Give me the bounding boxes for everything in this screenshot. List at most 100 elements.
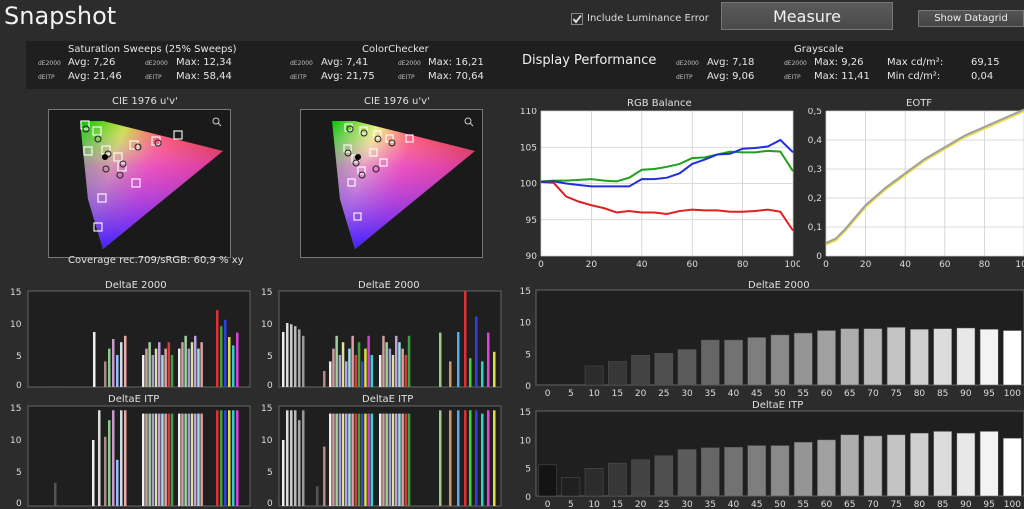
y-tick-label: 10: [520, 319, 532, 329]
error-bar: [385, 413, 388, 506]
svg-text:10: 10: [261, 320, 273, 330]
grayscale-bar: [1003, 330, 1022, 386]
grayscale-bar: [654, 455, 674, 497]
measure-button[interactable]: Measure: [721, 2, 893, 30]
deitp-label: dEITP: [145, 74, 162, 81]
error-bar: [449, 410, 452, 506]
luminance-error-label[interactable]: Include Luminance Error: [587, 13, 709, 24]
error-bar: [401, 413, 404, 506]
error-bar: [395, 335, 398, 387]
luminance-error-checkbox[interactable]: [571, 13, 583, 25]
error-bar: [151, 355, 155, 387]
error-bar: [124, 410, 127, 506]
x-tick-label: 95: [983, 500, 994, 509]
grayscale-bar: [863, 435, 883, 497]
x-tick-label: 15: [612, 389, 623, 399]
error-bar: [357, 413, 361, 506]
error-bar: [348, 348, 351, 387]
y-tick-label: 0: [816, 252, 822, 262]
error-bar: [154, 348, 158, 387]
error-bar: [329, 361, 332, 387]
error-bar: [391, 413, 395, 506]
error-bar: [481, 413, 484, 506]
error-bar: [145, 348, 148, 387]
x-tick-label: 5: [568, 389, 574, 399]
grayscale-itp-chart: 0 5 10 15 0 5 10 15 20 25 30 35 40 45 50 55 60 65 70 75 80 85…: [520, 408, 1024, 509]
error-bar: [370, 413, 374, 506]
y-tick-label: 95: [526, 216, 537, 226]
error-bar: [286, 323, 289, 387]
series-line: [825, 109, 1024, 246]
grayscale-itp-title: DeltaE ITP: [752, 400, 804, 411]
y-tick-label: 105: [520, 143, 537, 153]
x-tick-label: 15: [612, 500, 623, 509]
error-bar: [124, 335, 127, 387]
grayscale-bar: [584, 365, 604, 386]
x-tick-label: 25: [658, 389, 669, 399]
grayscale-bar: [677, 449, 697, 497]
grayscale-bar: [770, 334, 790, 386]
grayscale-bar: [793, 332, 813, 386]
svg-text:15: 15: [10, 288, 21, 298]
error-bar: [439, 332, 442, 387]
x-tick-label: 40: [899, 260, 911, 270]
y-tick-label: 0,2: [808, 194, 822, 204]
error-bar: [104, 436, 107, 506]
error-bar: [407, 335, 411, 387]
error-bar: [367, 413, 370, 506]
error-bar: [439, 410, 442, 506]
error-bar: [469, 410, 472, 506]
x-tick-label: 20: [635, 500, 647, 509]
y-tick-label: 5: [525, 350, 531, 360]
error-bar: [475, 316, 478, 387]
svg-text:10: 10: [10, 320, 22, 330]
check-icon: [572, 14, 582, 24]
colorchecker-deitp-max: Max: 70,64: [428, 71, 484, 82]
colorchecker-de2000-chart: 15 10 5 0: [261, 288, 502, 391]
error-bar: [385, 342, 388, 387]
zoom-icon: [212, 117, 220, 125]
error-bar: [93, 331, 96, 387]
show-datagrid-button[interactable]: Show Datagrid: [918, 10, 1024, 27]
x-tick-label: 30: [681, 500, 693, 509]
white-point: [102, 154, 108, 160]
svg-text:10: 10: [10, 436, 22, 446]
error-bar: [370, 355, 374, 387]
series-line: [540, 181, 794, 232]
cie-left-title: CIE 1976 u'v': [112, 96, 178, 107]
deitp-label: dEITP: [784, 74, 801, 81]
x-tick-label: 25: [658, 500, 669, 509]
error-bar: [220, 410, 223, 506]
measured-points: [344, 125, 396, 179]
error-bar: [282, 440, 285, 506]
x-tick-label: 65: [844, 389, 855, 399]
x-tick-label: 55: [798, 389, 809, 399]
error-bar: [148, 342, 151, 387]
colorchecker-itp-title: DeltaE ITP: [362, 394, 414, 405]
error-bar: [154, 413, 158, 506]
grayscale-bar: [793, 441, 813, 497]
x-tick-label: 0: [545, 500, 551, 509]
error-bar: [475, 410, 478, 506]
grayscale-max-cd-label: Max cd/m²:: [887, 57, 944, 68]
grayscale-bar: [886, 327, 906, 386]
x-tick-label: 70: [867, 389, 879, 399]
grayscale-bar: [538, 464, 557, 497]
colorchecker-itp-chart: 15 10 5 0: [261, 404, 502, 509]
error-bar: [493, 410, 496, 506]
error-bar: [395, 413, 398, 506]
x-tick-label: 80: [914, 389, 926, 399]
x-tick-label: 60: [686, 260, 698, 270]
white-point: [355, 154, 361, 160]
error-bar: [178, 348, 181, 387]
de2000-label: dE2000: [290, 60, 313, 67]
y-tick-label: 0: [525, 382, 531, 392]
error-bar: [92, 440, 95, 506]
svg-text:5: 5: [16, 352, 22, 362]
x-tick-label: 80: [737, 260, 749, 270]
error-bar: [158, 342, 161, 387]
y-tick-label: 0,4: [808, 136, 823, 146]
rgb-balance-chart: 90 95 100 105 110 0 20 40 60 80 100: [520, 108, 800, 270]
grayscale-bar: [561, 477, 581, 497]
svg-text:15: 15: [261, 288, 272, 298]
